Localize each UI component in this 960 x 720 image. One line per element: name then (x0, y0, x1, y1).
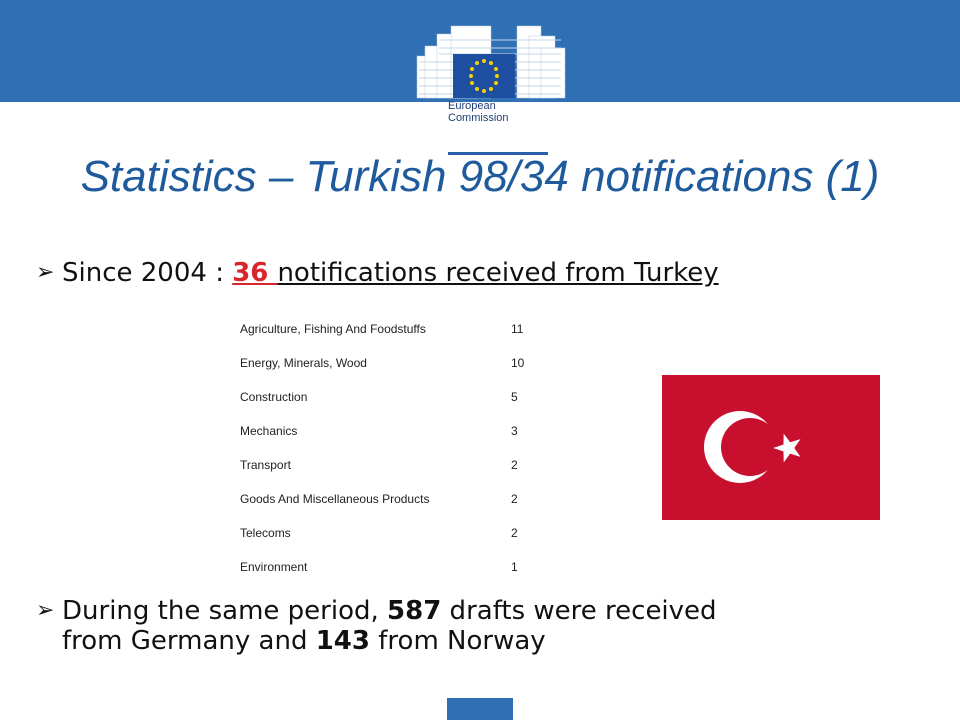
norway-count: 143 (315, 626, 370, 656)
bullet2-part2: drafts were received (441, 596, 717, 626)
footer-tab (447, 698, 513, 720)
bullet2-line1: ➢ During the same period, 587 drafts were… (36, 596, 717, 626)
bullet-comparison: ➢ During the same period, 587 drafts were… (36, 596, 717, 656)
sector-table: Agriculture, Fishing And Foodstuffs 11 En… (240, 312, 551, 584)
sector-count: 2 (511, 492, 518, 506)
turkish-flag-icon (662, 375, 880, 520)
table-row: Construction 5 (240, 380, 551, 414)
table-row: Goods And Miscellaneous Products 2 (240, 482, 551, 516)
bullet1-rest: notifications received from Turkey (277, 258, 719, 288)
bullet2-part4: from Norway (370, 626, 546, 656)
logo-underline (448, 152, 548, 155)
sector-count: 2 (511, 526, 518, 540)
page-title: Statistics – Turkish 98/34 notifications… (80, 152, 880, 201)
table-row: Environment 1 (240, 550, 551, 584)
bullet2-part3: from Germany and (62, 626, 316, 656)
bullet-notifications: ➢ Since 2004 : 36 notifications received … (36, 258, 719, 288)
table-row: Transport 2 (240, 448, 551, 482)
sector-name: Agriculture, Fishing And Foodstuffs (240, 322, 426, 336)
table-row: Mechanics 3 (240, 414, 551, 448)
sector-name: Construction (240, 390, 308, 404)
bullet1-prefix: Since 2004 : (62, 258, 233, 288)
sector-count: 3 (511, 424, 518, 438)
table-row: Agriculture, Fishing And Foodstuffs 11 (240, 312, 551, 346)
berlaymont-building-icon (416, 25, 566, 99)
table-row: Telecoms 2 (240, 516, 551, 550)
crescent-star-icon (662, 375, 880, 520)
sector-name: Mechanics (240, 424, 298, 438)
logo-text-line1: European (448, 100, 496, 112)
germany-count: 587 (387, 596, 442, 626)
sector-count: 10 (511, 356, 525, 370)
european-commission-logo: European Commission (411, 22, 571, 155)
logo-text-line2: Commission (448, 112, 509, 124)
sector-count: 1 (511, 560, 518, 574)
sector-name: Goods And Miscellaneous Products (240, 492, 430, 506)
logo-text: European Commission (448, 100, 558, 124)
sector-count: 11 (511, 322, 524, 336)
sector-name: Environment (240, 560, 308, 574)
sector-name: Telecoms (240, 526, 291, 540)
bullet2-part1: During the same period, (62, 596, 388, 626)
arrow-bullet-icon: ➢ (36, 260, 55, 285)
arrow-bullet-icon: ➢ (36, 598, 55, 623)
table-row: Energy, Minerals, Wood 10 (240, 346, 551, 380)
sector-count: 5 (511, 390, 518, 404)
bullet2-line2: from Germany and 143 from Norway (36, 626, 717, 656)
sector-count: 2 (511, 458, 518, 472)
sector-name: Transport (240, 458, 291, 472)
sector-name: Energy, Minerals, Wood (240, 356, 367, 370)
bullet1-count: 36 (232, 258, 278, 288)
